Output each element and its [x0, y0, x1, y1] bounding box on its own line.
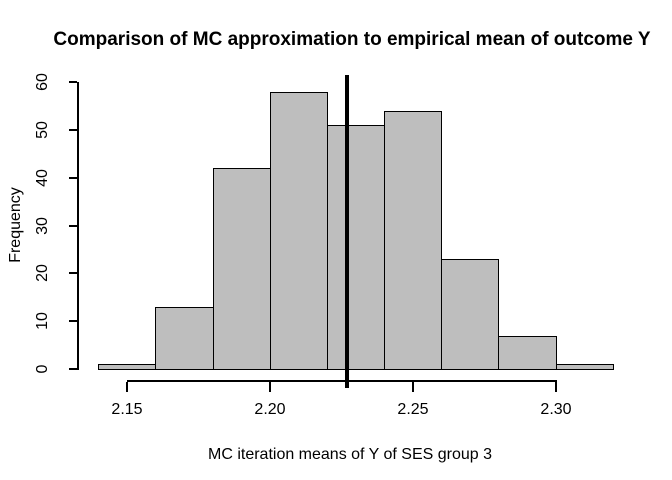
x-axis-tick	[126, 382, 128, 392]
x-axis-title: MC iteration means of Y of SES group 3	[207, 446, 492, 463]
histogram-bar	[556, 364, 614, 370]
x-axis-tick	[412, 382, 414, 392]
x-axis-tick-label: 2.30	[540, 401, 572, 418]
chart-title: Comparison of MC approximation to empiri…	[53, 29, 651, 50]
histogram-bar	[155, 307, 214, 370]
y-axis-tick-label: 10	[34, 312, 51, 330]
histogram-bar	[270, 92, 328, 370]
y-axis-line	[77, 82, 79, 370]
histogram-bar	[327, 125, 385, 370]
histogram-bar	[98, 364, 156, 370]
histogram-bar	[384, 111, 442, 370]
x-axis-tick-label: 2.25	[397, 401, 429, 418]
y-axis-tick-label: 50	[34, 121, 51, 139]
y-axis-tick	[69, 129, 77, 131]
y-axis-tick-label: 40	[34, 169, 51, 187]
x-axis-tick	[555, 382, 557, 392]
histogram-bar	[441, 259, 499, 370]
histogram-bar	[498, 336, 557, 370]
x-axis-tick	[269, 382, 271, 392]
y-axis-tick	[69, 368, 77, 370]
y-axis-tick-label: 0	[34, 364, 51, 374]
y-axis-tick-label: 60	[34, 73, 51, 91]
y-axis-tick	[69, 81, 77, 83]
y-axis-tick	[69, 320, 77, 322]
x-axis-line	[127, 380, 557, 382]
empirical-mean-line	[345, 75, 349, 388]
y-axis-tick	[69, 177, 77, 179]
y-axis-tick-label: 30	[34, 217, 51, 235]
y-axis-tick-label: 20	[34, 264, 51, 282]
x-axis-tick-label: 2.20	[254, 401, 286, 418]
y-axis-tick	[69, 272, 77, 274]
y-axis-tick	[69, 225, 77, 227]
histogram-bar	[213, 168, 271, 370]
x-axis-tick-label: 2.15	[111, 401, 143, 418]
